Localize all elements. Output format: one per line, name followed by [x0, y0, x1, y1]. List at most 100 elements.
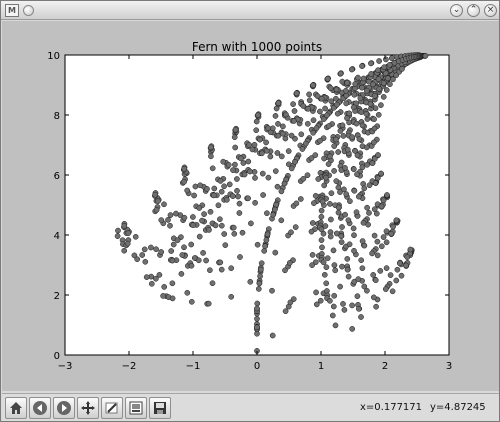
scatter-point	[217, 178, 224, 184]
scatter-point	[349, 302, 355, 309]
x-tick-label: 1	[318, 361, 324, 372]
scatter-point	[319, 244, 325, 251]
scatter-point	[192, 183, 199, 190]
scatter-point	[317, 297, 324, 304]
title-bar[interactable]: M ⌄ ⌃ ×	[1, 1, 499, 20]
scatter-point	[333, 86, 340, 93]
scatter-point	[218, 222, 225, 229]
scatter-point	[403, 262, 409, 269]
scatter-point	[257, 266, 264, 273]
forward-icon	[57, 401, 71, 415]
scatter-point	[355, 305, 362, 312]
scatter-point	[380, 197, 387, 204]
scatter-point	[361, 283, 368, 290]
scatter-point	[386, 61, 393, 68]
scatter-point	[273, 105, 280, 112]
save-button[interactable]	[149, 397, 171, 419]
scatter-point	[181, 214, 188, 221]
scatter-point	[206, 227, 212, 233]
scatter-point	[318, 207, 325, 214]
scatter-point	[245, 158, 252, 165]
scatter-point	[313, 125, 320, 132]
scatter-point	[323, 280, 330, 287]
scatter-point	[308, 228, 315, 235]
scatter-point	[170, 241, 177, 248]
scatter-point	[312, 259, 319, 265]
scatter-point	[184, 187, 191, 194]
minimize-button[interactable]: ⌄	[450, 4, 463, 17]
scatter-point	[313, 289, 319, 296]
scatter-point	[168, 248, 175, 254]
scatter-point	[232, 144, 239, 151]
scatter-point	[121, 222, 128, 229]
scatter-point	[114, 233, 121, 239]
scatter-point	[167, 212, 174, 218]
scatter-point	[210, 192, 217, 199]
scatter-point	[351, 187, 358, 194]
close-button[interactable]: ×	[484, 4, 497, 17]
zoom-button[interactable]	[101, 397, 123, 419]
figure-canvas[interactable]: −3 −2 −1 0 1 2 3 0 2 4 6 8 10 Fern with 1000 points	[2, 21, 499, 391]
scatter-point	[371, 116, 377, 123]
scatter-point	[181, 178, 187, 185]
scatter-point	[354, 171, 360, 178]
subplots-button[interactable]	[125, 397, 147, 419]
scatter-point	[330, 247, 337, 254]
scatter-point	[337, 70, 344, 77]
scatter-point	[222, 242, 229, 248]
scatter-point	[290, 101, 296, 107]
scatter-point	[263, 237, 270, 243]
scatter-point	[398, 272, 405, 279]
scatter-point	[371, 232, 378, 239]
scatter-point	[155, 198, 161, 204]
scatter-point	[181, 244, 187, 251]
scatter-point	[165, 217, 171, 223]
scatter-point	[322, 105, 328, 112]
scatter-point	[207, 267, 213, 274]
scatter-point	[374, 175, 381, 181]
scatter-point	[366, 182, 373, 189]
scatter-point	[376, 86, 383, 92]
scatter-point	[188, 241, 195, 248]
scatter-point	[174, 237, 181, 244]
scatter-point	[237, 254, 243, 260]
scatter-point	[309, 220, 316, 226]
scatter-point	[387, 81, 393, 88]
maximize-button[interactable]: ⌃	[467, 4, 480, 17]
scatter-plot[interactable]: −3 −2 −1 0 1 2 3 0 2 4 6 8 10 Fern with 1000 points	[2, 21, 499, 391]
scatter-point	[278, 217, 285, 224]
scatter-point	[232, 161, 238, 168]
home-button[interactable]	[5, 397, 27, 419]
scatter-point	[247, 278, 254, 285]
scatter-point	[178, 271, 185, 277]
scatter-point	[287, 299, 294, 306]
scatter-point	[349, 134, 356, 140]
scatter-point	[328, 98, 335, 105]
scatter-point	[255, 286, 262, 292]
back-button[interactable]	[29, 397, 51, 419]
scatter-point	[317, 108, 323, 115]
scatter-point	[259, 150, 265, 157]
scatter-point	[205, 300, 212, 307]
scatter-point	[345, 217, 352, 224]
x-axis-ticks: −3 −2 −1 0 1 2 3	[58, 55, 452, 372]
forward-button[interactable]	[53, 397, 75, 419]
scatter-point	[125, 230, 132, 237]
scatter-point	[158, 217, 165, 223]
scatter-point	[375, 111, 382, 118]
scatter-point	[339, 224, 345, 230]
scatter-point	[345, 273, 352, 280]
scatter-point	[158, 249, 165, 255]
scatter-point	[344, 256, 351, 262]
scatter-point	[382, 286, 389, 292]
scatter-point	[124, 240, 131, 247]
scatter-point	[327, 153, 333, 160]
scatter-point	[344, 115, 350, 121]
x-tick-label: 3	[446, 361, 452, 372]
pan-button[interactable]	[77, 397, 99, 419]
scatter-point	[293, 200, 300, 207]
scatter-point	[274, 183, 281, 190]
scatter-point	[262, 243, 268, 250]
window-menu-button[interactable]	[23, 5, 34, 16]
